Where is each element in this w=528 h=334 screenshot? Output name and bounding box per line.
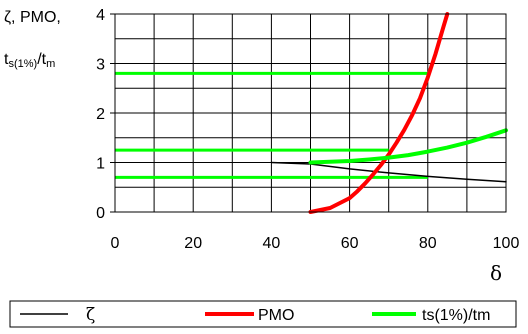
x-tick-label: 40 <box>263 235 281 252</box>
legend-label-2: PMO <box>258 307 294 324</box>
y-tick-label: 1 <box>96 156 105 173</box>
y-tick-label: 0 <box>96 205 105 222</box>
series-line-3 <box>308 128 508 165</box>
x-tick-label: 60 <box>341 235 359 252</box>
x-tick-label: 100 <box>493 235 520 252</box>
y-tick-label: 3 <box>96 57 105 74</box>
x-tick-label: 0 <box>111 235 120 252</box>
y-tick-labels: 0 1 2 3 4 <box>96 7 115 222</box>
legend-label-3: ts(1%)/tm <box>422 307 490 324</box>
x-tick-label: 20 <box>184 235 202 252</box>
x-tick-labels: 0 20 40 60 80 100 <box>111 235 520 252</box>
y-axis-label-line1: ζ, PMO, <box>4 9 61 26</box>
series-lines <box>270 12 508 214</box>
series-line-2 <box>308 12 450 214</box>
y-tick-label: 4 <box>96 7 105 24</box>
reference-lines <box>115 71 428 179</box>
grid-lines <box>115 14 506 212</box>
legend-box <box>9 300 517 328</box>
legend-label-1: ζ <box>86 305 95 325</box>
legend: ζ PMO ts(1%)/tm <box>20 305 490 325</box>
x-tick-label: 80 <box>419 235 437 252</box>
y-axis-label-line2: ts(1%)/tm <box>4 51 55 70</box>
x-axis-label: δ <box>490 261 502 285</box>
y-tick-label: 2 <box>96 106 105 123</box>
